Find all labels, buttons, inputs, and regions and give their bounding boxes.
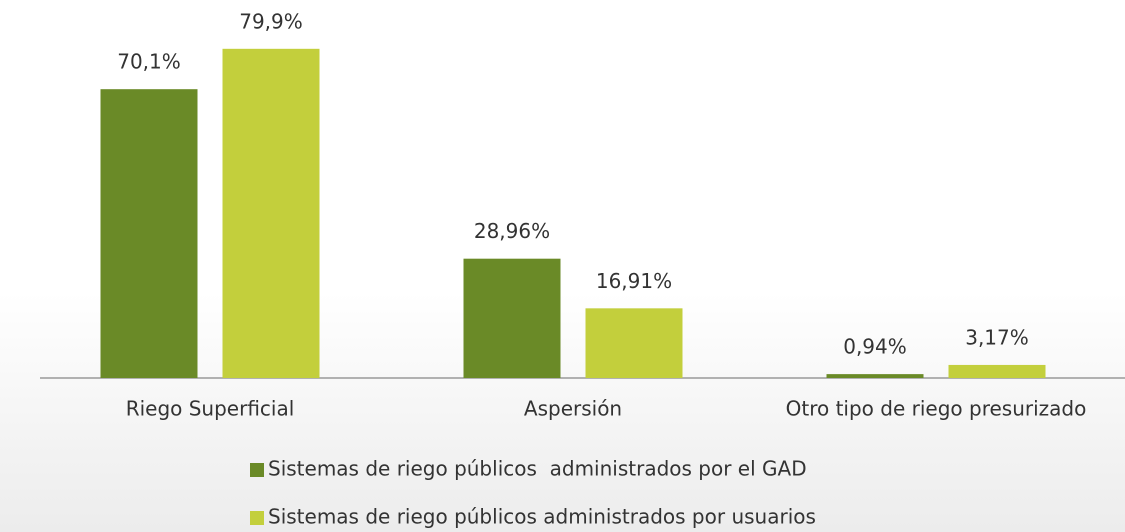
data-label: 28,96% bbox=[474, 219, 550, 243]
x-tick-label: Riego Superficial bbox=[126, 397, 295, 421]
bar bbox=[826, 374, 924, 378]
bar bbox=[100, 89, 198, 379]
data-label: 16,91% bbox=[596, 269, 672, 293]
legend-swatch bbox=[250, 463, 264, 477]
legend-swatch bbox=[250, 511, 264, 525]
data-label: 0,94% bbox=[843, 335, 907, 359]
bar bbox=[585, 308, 683, 378]
x-tick-label: Aspersión bbox=[524, 397, 622, 421]
bar bbox=[222, 48, 320, 378]
legend-label: Sistemas de riego públicos administrados… bbox=[268, 505, 816, 529]
x-tick-label: Otro tipo de riego presurizado bbox=[786, 397, 1087, 421]
data-label: 3,17% bbox=[965, 325, 1029, 349]
data-label: 79,9% bbox=[239, 9, 303, 33]
legend-label: Sistemas de riego públicos administrados… bbox=[268, 457, 807, 481]
bar bbox=[948, 364, 1046, 378]
bar bbox=[463, 258, 561, 378]
data-label: 70,1% bbox=[117, 50, 181, 74]
